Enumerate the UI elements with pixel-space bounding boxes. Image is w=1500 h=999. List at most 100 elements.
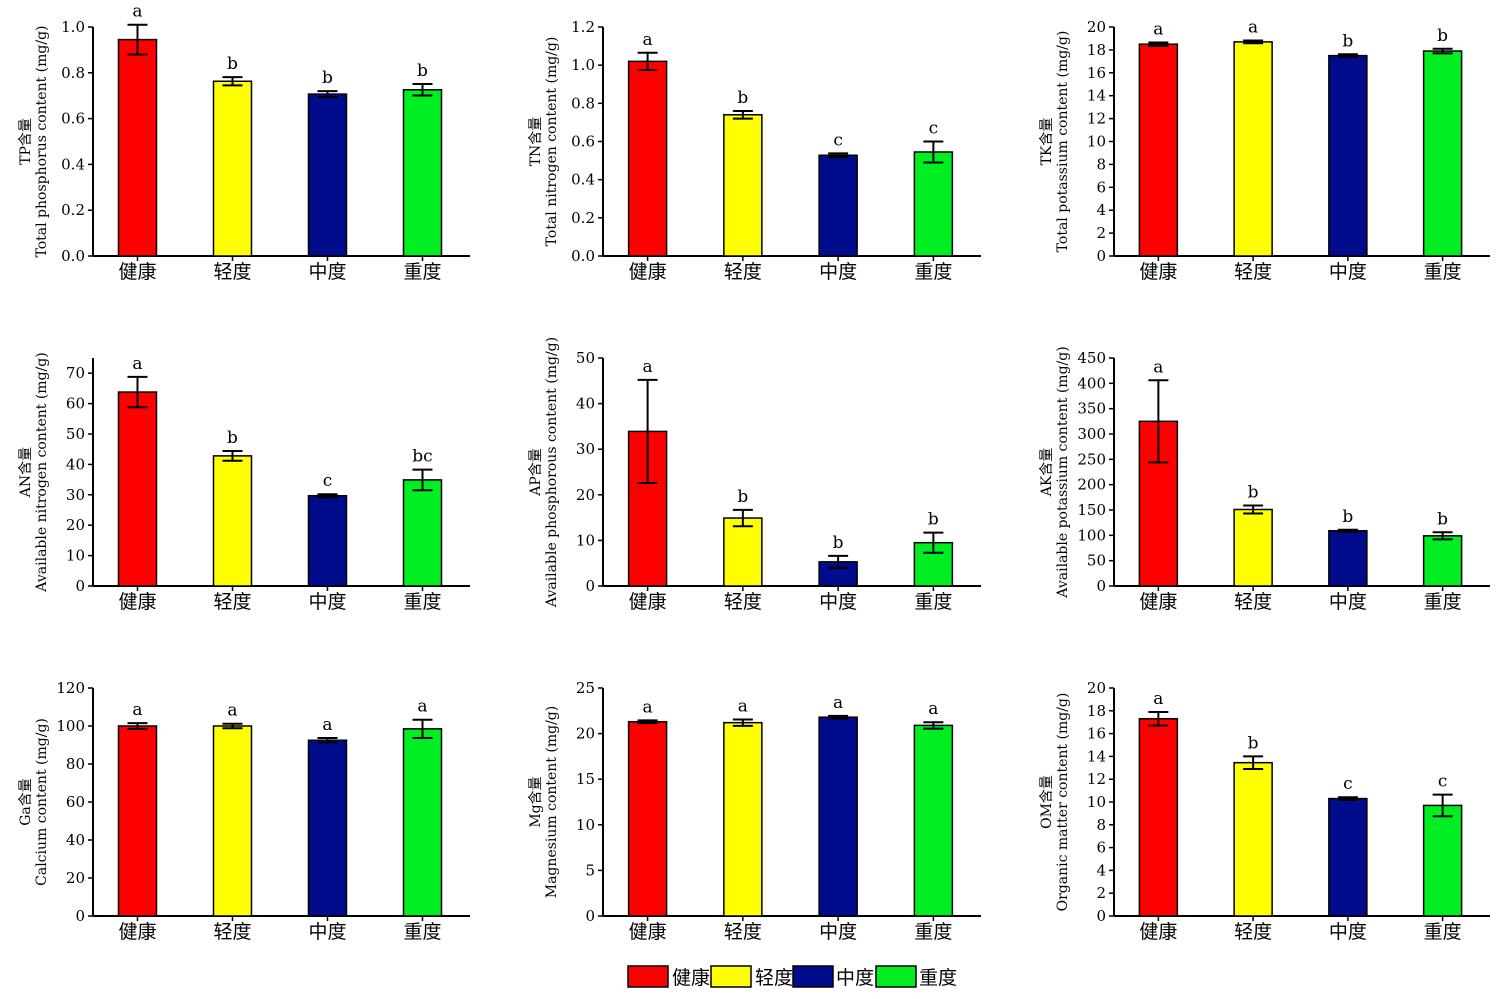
legend-swatch-mild [710,965,752,988]
y-tick-label: 150 [1077,501,1106,519]
bar [1422,535,1463,587]
x-tick-label: 中度 [308,921,346,943]
chart-panel-1: 0.0 0.2 0.4 0.6 0.8 1.0 a 健康 b 轻度 b 中度 b 重度 TP含量 Total … [18,2,470,283]
significance-letter: a [643,697,653,717]
y-tick-label: 10 [1087,793,1106,811]
significance-letter: b [833,533,844,553]
y-tick-label: 0 [75,577,85,595]
bar [913,151,954,257]
y-axis-label-en: Total phosphorus content (mg/g) [34,25,50,257]
chart-panel-3: 0 2 4 6 8 10 12 14 16 18 20 a 健康 a 轻度 b 中度 b 重度 TK含量 Total p… [1039,18,1490,283]
y-tick-label: 8 [1096,155,1106,173]
y-tick-label: 0 [1096,577,1106,595]
y-tick-label: 1.0 [571,56,595,74]
x-tick-label: 中度 [819,591,857,613]
y-tick-label: 0 [75,907,85,925]
y-axis-label-en: Available phosphorous content (mg/g) [544,337,560,608]
bar [627,720,668,917]
legend: 健康 轻度 中度 重度 [627,965,957,989]
x-tick-label: 轻度 [724,921,762,943]
y-tick-label: 2 [1096,224,1106,242]
x-tick-label: 健康 [118,591,156,613]
significance-letter: a [417,697,427,717]
y-axis-label-cn: TN含量 [528,117,544,167]
significance-letter: b [737,88,748,108]
x-tick-label: 轻度 [1234,921,1272,943]
significance-letter: b [1342,31,1353,51]
legend-item-healthy: 健康 [627,965,710,989]
y-tick-label: 8 [1096,816,1106,834]
y-axis-label-en: Magnesium content (mg/g) [544,706,560,898]
x-tick-label: 重度 [1424,261,1462,283]
chart-panel-7: 0 20 40 60 80 100 120 a 健康 a 轻度 a 中度 a 重度 Ga含量 Calcium c… [18,679,470,943]
legend-label-healthy: 健康 [672,967,710,989]
bar [818,154,858,257]
x-tick-label: 轻度 [724,261,762,283]
y-tick-label: 0.2 [61,201,85,219]
y-tick-label: 50 [66,425,85,443]
bar [117,391,158,587]
bar [1328,797,1368,917]
x-tick-label: 中度 [1329,921,1367,943]
y-tick-label: 100 [1077,526,1106,544]
significance-letter: bc [412,447,432,467]
y-tick-label: 14 [1087,87,1106,105]
bar [402,479,443,587]
significance-letter: a [132,700,142,720]
significance-letter: a [1153,689,1163,709]
bar [627,60,668,257]
x-tick-label: 健康 [1139,921,1177,943]
bar [723,517,763,587]
y-tick-label: 40 [66,831,85,849]
bar [1328,530,1368,587]
bar [307,739,348,917]
bar [1138,43,1179,257]
y-tick-label: 0.8 [571,94,595,112]
y-tick-label: 4 [1096,201,1106,219]
bar [1233,508,1273,587]
y-axis-label-en: Organic matter content (mg/g) [1055,693,1071,912]
significance-letter: a [643,357,653,377]
y-tick-label: 350 [1077,400,1106,418]
x-tick-label: 中度 [308,591,346,613]
legend-label-moderate: 中度 [836,967,874,989]
y-tick-label: 40 [66,455,85,473]
significance-letter: b [227,54,238,74]
y-tick-label: 40 [576,395,595,413]
x-tick-label: 健康 [1139,261,1177,283]
y-tick-label: 0.0 [61,247,85,265]
significance-letter: c [833,130,843,150]
bar [402,88,443,257]
x-tick-label: 轻度 [1234,591,1272,613]
bar [1328,54,1368,257]
chart-panel-5: 0 10 20 30 40 50 a 健康 b 轻度 b 中度 b 重度 AP含量 Available pho… [528,337,981,613]
bar [402,728,443,917]
y-tick-label: 18 [1087,702,1106,720]
y-tick-label: 0.0 [571,247,595,265]
significance-letter: a [833,693,843,713]
y-tick-label: 50 [1087,552,1106,570]
significance-letter: b [1342,507,1353,527]
significance-letter: a [928,699,938,719]
y-tick-label: 20 [66,516,85,534]
y-tick-label: 0.6 [571,133,595,151]
chart-panel-4: 0 10 20 30 40 50 60 70 a 健康 b 轻度 c 中度 bc 重度 AN含量 Availabl… [18,352,470,613]
y-tick-label: 200 [1077,476,1106,494]
bar [913,724,954,917]
significance-letter: b [1437,26,1448,46]
y-axis-label-cn: Ga含量 [18,778,34,826]
y-axis-label-cn: OM含量 [1039,775,1055,829]
y-tick-label: 12 [1087,110,1106,128]
x-tick-label: 重度 [914,921,952,943]
x-tick-label: 中度 [1329,261,1367,283]
y-tick-label: 16 [1087,725,1106,743]
chart-panel-8: 0 5 10 15 20 25 a 健康 a 轻度 a 中度 a 重度 Mg含量 Magnesium cont… [528,679,981,943]
y-tick-label: 0.8 [61,64,85,82]
y-tick-label: 300 [1077,425,1106,443]
x-tick-label: 轻度 [1234,261,1272,283]
significance-letter: a [132,2,142,22]
y-tick-label: 250 [1077,450,1106,468]
legend-item-mild: 轻度 [710,965,793,989]
y-tick-label: 25 [576,679,595,697]
